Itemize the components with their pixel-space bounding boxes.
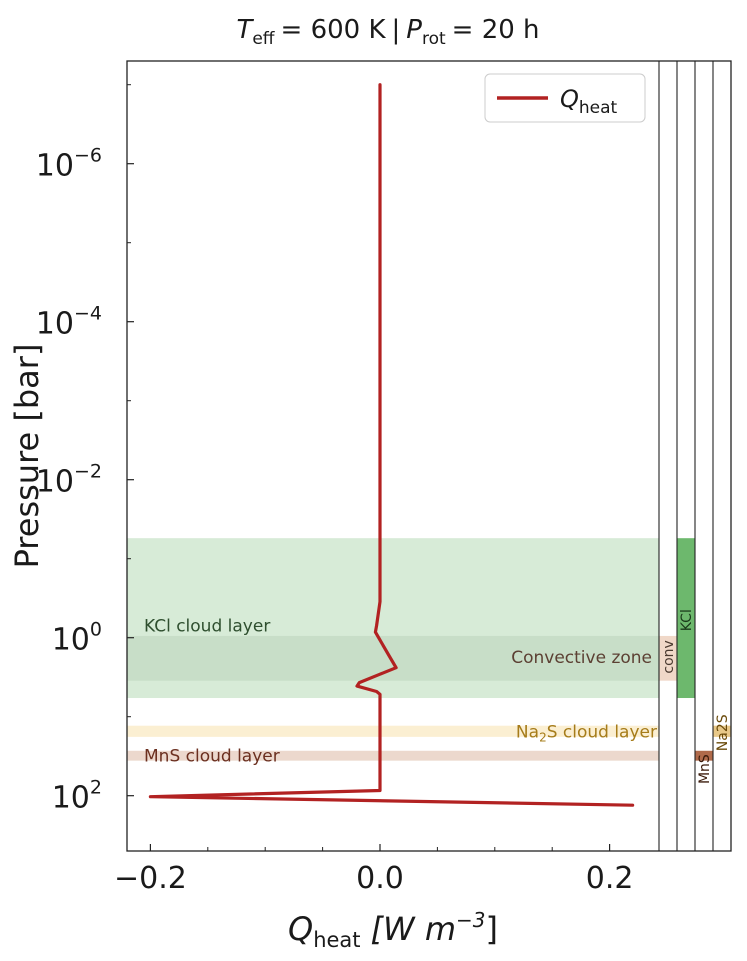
strip-label-conv: conv (661, 640, 677, 673)
y-tick-label-3: 100 (52, 619, 102, 658)
legend-box (484, 73, 646, 123)
band-1 (127, 635, 659, 681)
legend-label-qheat: Qheat (560, 85, 618, 118)
band-label-convective: Convective zone (511, 648, 652, 668)
x-tick-label-2: 0.2 (586, 861, 634, 896)
plot-frame (126, 60, 732, 852)
strip-label-KCl: KCl (679, 609, 695, 631)
y-tick-label-0: 10−6 (36, 145, 102, 184)
strip-MnS (695, 750, 713, 761)
strip-separators (658, 61, 714, 851)
cloud-strips (659, 538, 731, 761)
axis-ticks: 10−6 10−4 10−2 100 102 −0.2 0.0 0.2 (36, 84, 634, 896)
band-label-na2s: Na2S cloud layer (516, 722, 657, 744)
x-tick-label-0: −0.2 (114, 861, 187, 896)
y-tick-label-4: 102 (52, 777, 102, 816)
title-teff-symbol: T (236, 15, 254, 45)
title-teff-value: = 600 K (281, 15, 387, 45)
band-label-kcl: KCl cloud layer (144, 616, 270, 636)
title-prot-sub: rot (422, 29, 446, 49)
chart-title: Teff = 600 K | Prot = 20 h (236, 15, 539, 49)
y-tick-label-1: 10−4 (36, 303, 102, 342)
title-separator: | (392, 15, 401, 45)
y-tick-label-2: 10−2 (36, 461, 102, 500)
series-group (148, 83, 635, 807)
band-3 (127, 750, 659, 761)
title-prot-symbol: P (406, 15, 422, 45)
strip-KCl (677, 538, 695, 699)
band-labels: KCl cloud layer Convective zone Na2S cloud… (144, 616, 657, 766)
x-tick-label-1: 0.0 (356, 861, 404, 896)
title-prot-value: = 20 h (452, 15, 540, 45)
legend: Qheat (484, 73, 646, 123)
series-line-0 (148, 83, 635, 807)
y-axis-label: Pressure [bar] (8, 344, 46, 569)
cloud-bands (127, 538, 659, 761)
title-teff-sub: eff (252, 29, 275, 49)
strip-conv (659, 635, 677, 681)
strip-label-Na2S: Na2S (715, 714, 731, 751)
band-2 (127, 725, 659, 737)
band-label-mns: MnS cloud layer (144, 747, 280, 767)
strip-label-MnS: MnS (697, 754, 713, 784)
x-axis-label: Qheat [W m−3] (288, 908, 498, 952)
strip-Na2S (713, 725, 731, 737)
